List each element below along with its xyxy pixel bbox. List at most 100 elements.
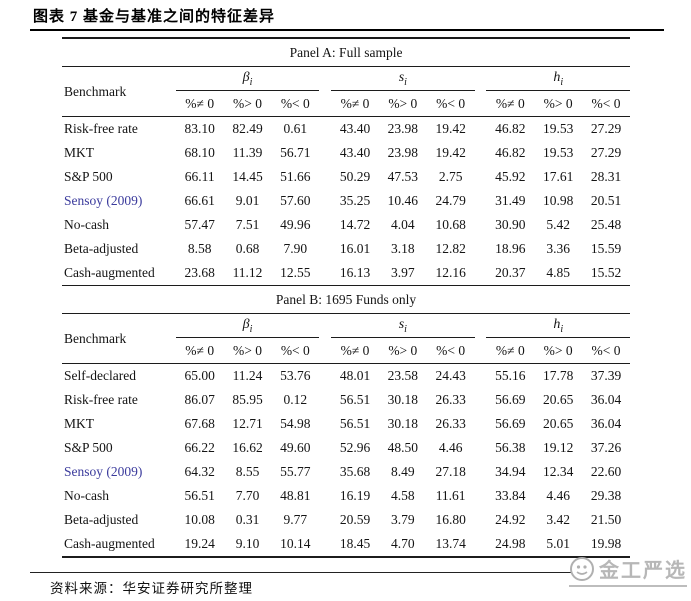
column-spacer (319, 90, 332, 117)
column-spacer (474, 532, 487, 558)
value-cell: 3.18 (391, 241, 415, 256)
benchmark-header: Benchmark (62, 66, 176, 117)
subheader: %≠ 0 (486, 90, 535, 117)
panel-caption-row: Panel B: 1695 Funds only (62, 285, 630, 314)
value-cell: 11.12 (223, 261, 272, 286)
value-cell: 3.42 (546, 512, 570, 527)
value-cell: 37.26 (590, 440, 622, 455)
group-header-beta: βi (175, 313, 320, 338)
subheader: %≠ 0 (331, 90, 379, 117)
value-cell: 23.58 (387, 368, 418, 383)
value-cell: 36.04 (590, 416, 622, 431)
subheader: %≠ 0 (486, 337, 535, 364)
column-spacer (475, 189, 487, 213)
value-cell: 37.39 (590, 368, 622, 383)
value-cell: 19.98 (582, 532, 630, 558)
value-cell: 27.29 (590, 121, 622, 136)
table-row: No-cash 56.51 7.70 48.81 16.19 4.58 11.61 33.84… (62, 484, 630, 508)
column-spacer (475, 388, 487, 412)
footer-divider (30, 572, 576, 573)
subheader: %< 0 (582, 337, 630, 364)
column-spacer (475, 364, 487, 389)
value-cell: 56.51 (339, 392, 371, 407)
column-spacer (319, 412, 331, 436)
group-header-h: hi (486, 66, 630, 91)
subheader: %≠ 0 (331, 337, 379, 364)
value-cell: 23.98 (387, 121, 418, 136)
group-header-s: si (331, 66, 475, 91)
value-cell: 56.69 (495, 392, 526, 407)
table-row: Beta-adjusted 10.08 0.31 9.77 20.59 3.79 16.80… (62, 508, 630, 532)
panel-b-body: Self-declared 65.00 11.24 53.76 48.01 23.58 24… (62, 364, 630, 558)
column-spacer (475, 117, 487, 142)
value-cell: 19.42 (435, 121, 466, 136)
value-cell: 20.51 (590, 193, 622, 208)
table-row: Sensoy (2009) 66.61 9.01 57.60 35.25 10.46 24.… (62, 189, 630, 213)
value-cell: 12.55 (271, 261, 320, 286)
value-cell: 36.04 (590, 392, 622, 407)
value-cell: 49.96 (280, 217, 311, 232)
subheader: %< 0 (271, 337, 320, 364)
value-cell: 12.16 (426, 261, 475, 286)
source-label: 资料来源： (50, 581, 123, 596)
value-cell: 24.79 (435, 193, 466, 208)
column-spacer (319, 337, 332, 364)
value-cell: 3.97 (378, 261, 427, 286)
column-spacer (475, 67, 487, 91)
title-divider (30, 29, 664, 31)
value-cell: 9.77 (283, 512, 308, 527)
value-cell: 7.51 (235, 217, 260, 232)
value-cell: 18.45 (331, 532, 379, 558)
value-cell: 0.61 (283, 121, 308, 136)
value-cell: 15.52 (582, 261, 630, 286)
value-cell: 8.55 (235, 464, 260, 479)
column-spacer (475, 141, 487, 165)
panel-a-body: Risk-free rate 83.10 82.49 0.61 43.40 23.98 19… (62, 117, 630, 286)
value-cell: 15.59 (590, 241, 622, 256)
value-cell: 19.42 (435, 145, 466, 160)
value-cell: 52.96 (339, 440, 371, 455)
value-cell: 55.16 (495, 368, 526, 383)
benchmark-label: Beta-adjusted (64, 512, 139, 527)
subheader-row: %≠ 0 %> 0 %< 0 %≠ 0 %> 0 %< 0 %≠ 0 %> 0 … (62, 90, 630, 117)
benchmark-label: No-cash (64, 217, 109, 232)
panel-caption-row: Panel A: Full sample (62, 38, 630, 67)
value-cell: 48.81 (280, 488, 311, 503)
value-cell: 56.51 (339, 416, 371, 431)
value-cell: 46.82 (495, 121, 526, 136)
subheader: %< 0 (426, 90, 475, 117)
table-row: Beta-adjusted 8.58 0.68 7.90 16.01 3.18 12.82 1… (62, 237, 630, 261)
column-spacer (319, 460, 331, 484)
value-cell: 17.78 (542, 368, 574, 383)
value-cell: 64.32 (184, 464, 215, 479)
value-cell: 27.29 (590, 145, 622, 160)
subheader: %≠ 0 (175, 337, 224, 364)
group-header-h: hi (486, 313, 630, 338)
value-cell: 86.07 (184, 392, 215, 407)
column-spacer (319, 436, 331, 460)
value-cell: 29.38 (590, 488, 622, 503)
value-cell: 3.36 (546, 241, 570, 256)
value-cell: 56.71 (280, 145, 311, 160)
value-cell: 22.60 (590, 464, 622, 479)
citation-link[interactable]: Sensoy (2009) (64, 464, 143, 479)
value-cell: 16.13 (331, 261, 379, 286)
value-cell: 13.74 (426, 532, 475, 558)
value-cell: 23.98 (387, 145, 418, 160)
table-row: Cash-augmented 23.68 11.12 12.55 16.13 3.97 12… (62, 261, 630, 286)
value-cell: 53.76 (280, 368, 311, 383)
benchmark-label: S&P 500 (64, 440, 113, 455)
value-cell: 8.49 (391, 464, 415, 479)
citation-link[interactable]: Sensoy (2009) (64, 193, 143, 208)
column-spacer (474, 337, 487, 364)
value-cell: 0.12 (283, 392, 308, 407)
value-cell: 47.53 (387, 169, 418, 184)
benchmark-label: Beta-adjusted (64, 241, 139, 256)
column-spacer (319, 165, 331, 189)
group-header-row: Benchmark βi si hi (62, 313, 630, 364)
subheader: %> 0 (223, 337, 272, 364)
value-cell: 43.40 (339, 145, 371, 160)
value-cell: 43.40 (339, 121, 371, 136)
value-cell: 24.92 (495, 512, 526, 527)
column-spacer (319, 117, 331, 142)
